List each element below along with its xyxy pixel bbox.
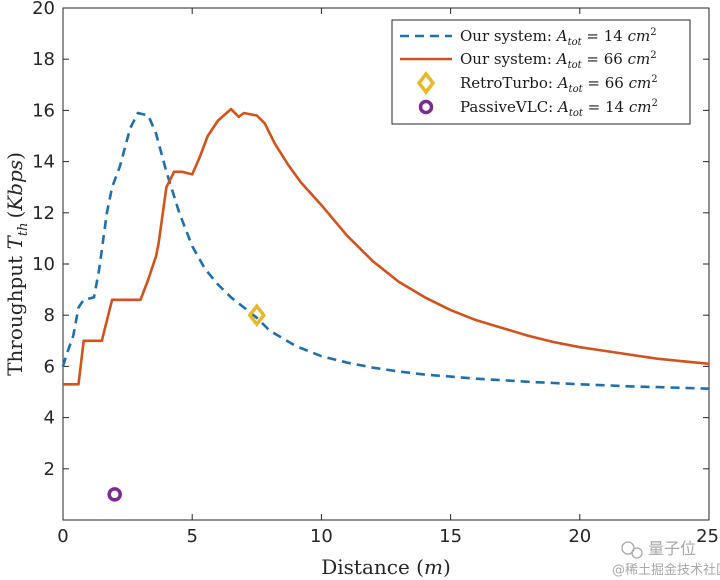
legend-label-exp: 2	[651, 74, 657, 85]
marker-passivevlc	[107, 487, 122, 502]
legend-label-prefix: Our system:	[460, 27, 557, 45]
legend-label-exp: 2	[650, 50, 656, 61]
legend-label-exp: 2	[652, 98, 658, 109]
data-series	[61, 107, 710, 502]
legend-label-prefix: PassiveVLC:	[460, 98, 558, 116]
legend-swatch-diamond	[416, 71, 436, 95]
y-axis-label: Throughput Tth (Kbps)	[3, 152, 31, 376]
legend-label-sub: tot	[569, 84, 584, 95]
wechat-icon	[621, 541, 643, 559]
x-tick-label: 25	[696, 526, 719, 547]
legend-label: PassiveVLC: Atot = 14 cm2	[460, 98, 658, 119]
legend-label-unit: cm	[628, 50, 651, 68]
legend-label-var: A	[556, 74, 569, 92]
y-axis-label-var: T	[3, 234, 27, 249]
y-axis-label-sub: th	[16, 223, 31, 237]
series-3	[107, 487, 122, 502]
legend-label: RetroTurbo: Atot = 66 cm2	[460, 74, 658, 95]
x-axis-label-paren-close: )	[443, 555, 451, 579]
tick-marks	[62, 7, 710, 520]
series-1	[63, 107, 710, 386]
x-tick-label: 20	[568, 526, 591, 547]
line-ours-66cm2	[63, 107, 710, 386]
x-axis-label-unit: m	[424, 555, 443, 579]
y-tick-label: 8	[44, 305, 55, 326]
legend-label-value: = 14	[583, 98, 629, 116]
x-tick-label: 15	[439, 526, 462, 547]
x-axis-label-paren-open: (	[416, 555, 424, 579]
legend-entry: Our system: Atot = 14 cm2	[400, 27, 657, 48]
legend-label-unit: cm	[628, 27, 651, 45]
legend-entry: RetroTurbo: Atot = 66 cm2	[416, 71, 658, 95]
legend-label-var: A	[556, 98, 569, 116]
line-ours-14cm2	[61, 111, 710, 390]
y-tick-label: 14	[32, 152, 55, 173]
legend-label-prefix: RetroTurbo:	[460, 74, 558, 92]
legend-label-sub: tot	[568, 60, 583, 71]
y-tick-label: 2	[44, 459, 55, 480]
y-tick-label: 18	[32, 49, 55, 70]
x-axis-label-word: Distance	[321, 555, 416, 579]
legend-label-prefix: Our system:	[460, 50, 557, 68]
legend-label-value: = 14	[582, 27, 628, 45]
x-tick-label: 0	[57, 526, 68, 547]
x-tick-label: 10	[310, 526, 333, 547]
y-tick-label: 4	[44, 408, 55, 429]
x-axis-label: Distance (m)	[321, 555, 451, 579]
legend-label: Our system: Atot = 66 cm2	[460, 50, 657, 71]
legend-label-exp: 2	[650, 27, 656, 38]
legend-label-value: = 66	[583, 74, 629, 92]
legend-entry: Our system: Atot = 66 cm2	[400, 50, 657, 71]
series-2	[247, 303, 267, 328]
tick-labels: 0 5 10 15 20 25 2 4 6 8 10 12 14 16 18 20	[32, 0, 719, 547]
legend-box	[391, 19, 691, 125]
legend-label-sub: tot	[569, 108, 584, 119]
legend-entry: PassiveVLC: Atot = 14 cm2	[418, 98, 658, 119]
legend-label-var: A	[555, 50, 568, 68]
x-tick-label: 5	[186, 526, 197, 547]
watermark: 量子位 @稀土掘金技术社区	[612, 539, 720, 578]
y-tick-label: 6	[44, 356, 55, 377]
y-tick-label: 16	[32, 100, 55, 121]
legend-label-var: A	[555, 27, 568, 45]
legend-label-sub: tot	[568, 37, 583, 48]
y-axis-label-word: Throughput	[3, 249, 27, 375]
legend-label-unit: cm	[629, 74, 652, 92]
y-tick-label: 12	[32, 203, 55, 224]
y-axis-label-paren-open: (	[3, 211, 27, 219]
legend-swatch-circle	[418, 99, 434, 115]
legend-label-unit: cm	[629, 98, 652, 116]
y-tick-label: 20	[32, 0, 55, 19]
y-tick-label: 10	[32, 254, 55, 275]
series-0	[61, 111, 710, 390]
legend-label: Our system: Atot = 14 cm2	[460, 27, 657, 48]
legend-label-value: = 66	[582, 50, 628, 68]
watermark-credit: @稀土掘金技术社区	[612, 562, 720, 578]
marker-retroturbo	[247, 303, 267, 328]
y-axis-label-paren-close: )	[3, 152, 27, 160]
watermark-brand: 量子位	[648, 539, 696, 558]
y-axis-label-unit: Kbps	[3, 160, 27, 212]
